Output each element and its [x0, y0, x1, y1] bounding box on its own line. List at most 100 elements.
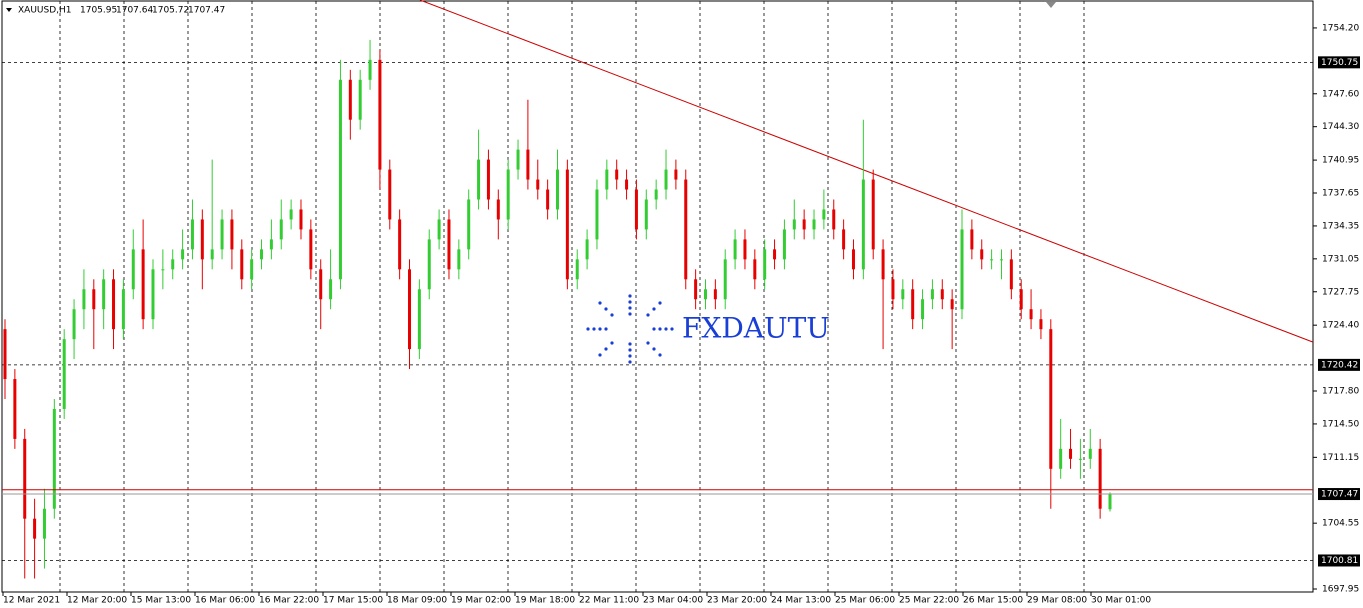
header-value: 1705.95	[80, 6, 117, 16]
candle-body	[3, 329, 7, 380]
price-label-box	[1318, 488, 1360, 501]
candle-body	[338, 79, 342, 280]
candle-body	[398, 219, 402, 270]
candle-body	[812, 219, 816, 230]
candle-body	[842, 229, 846, 250]
candle-body	[802, 219, 806, 230]
candle-body	[615, 169, 619, 180]
watermark-icon	[586, 294, 674, 364]
y-tick-label: 1717.80	[1322, 387, 1359, 397]
candle-body	[348, 79, 352, 120]
candle-body	[822, 209, 826, 220]
candle-body	[950, 299, 954, 310]
candle-body	[23, 438, 27, 519]
candle-body	[526, 149, 530, 180]
candle-body	[871, 179, 875, 250]
candle-body	[1069, 448, 1073, 459]
candle-body	[467, 199, 471, 250]
candle-body	[457, 249, 461, 270]
candle-body	[151, 269, 155, 320]
x-tick-label: 19 Mar 02:00	[451, 596, 511, 606]
candle-body	[289, 209, 293, 220]
level-label: 1750.75	[1321, 58, 1358, 68]
candle-body	[891, 279, 895, 300]
candle-body	[181, 249, 185, 260]
candle-body	[427, 239, 431, 290]
candle-body	[447, 219, 451, 270]
candle-body	[250, 259, 254, 280]
candle-body	[940, 289, 944, 300]
candle-body	[82, 289, 86, 310]
candle-body	[92, 289, 96, 310]
candle-body	[901, 289, 905, 300]
candle-body	[1059, 448, 1063, 469]
candle-body	[1088, 448, 1092, 459]
level-label-box	[1318, 358, 1360, 371]
candle-body	[694, 279, 698, 300]
x-tick-label: 24 Mar 13:00	[771, 596, 831, 606]
candle-body	[506, 169, 510, 220]
candle-body	[832, 209, 836, 230]
candle-body	[999, 259, 1003, 261]
candle-body	[141, 249, 145, 320]
candle-body	[260, 249, 264, 260]
x-tick-label: 26 Mar 15:00	[963, 596, 1023, 606]
candle-body	[851, 249, 855, 270]
header-value: 1707.47	[188, 6, 225, 16]
candle-body	[200, 219, 204, 260]
level-label-box	[1318, 554, 1360, 567]
candle-body	[585, 239, 589, 260]
candle-body	[930, 289, 934, 300]
candle-body	[565, 169, 569, 280]
candle-body	[970, 229, 974, 250]
candle-body	[634, 189, 638, 230]
candle-body	[210, 249, 214, 260]
x-tick-label: 22 Mar 11:00	[579, 596, 639, 606]
level-label: 1720.42	[1321, 360, 1358, 370]
candle-body	[121, 289, 125, 330]
candle-body	[42, 508, 46, 539]
candle-body	[279, 219, 283, 240]
x-tick-label: 12 Mar 2021	[3, 596, 60, 606]
candle-body	[62, 339, 66, 409]
candle-body	[595, 189, 599, 240]
candle-body	[644, 199, 648, 230]
y-tick-label: 1714.50	[1322, 419, 1359, 429]
y-tick-label: 1727.75	[1322, 287, 1359, 297]
x-tick-label: 29 Mar 08:00	[1027, 596, 1087, 606]
candle-body	[417, 289, 421, 350]
candle-body	[763, 249, 767, 280]
candle-body	[1039, 319, 1043, 330]
candle-body	[773, 249, 777, 260]
candle-body	[112, 279, 116, 330]
x-tick-label: 16 Mar 06:00	[195, 596, 255, 606]
y-tick-label: 1747.60	[1322, 89, 1359, 99]
x-tick-label: 25 Mar 22:00	[899, 596, 959, 606]
symbol: XAUUSD,H1	[18, 6, 72, 16]
candle-body	[378, 59, 382, 170]
candle-body	[546, 189, 550, 210]
candle-body	[240, 249, 244, 280]
candle-body	[72, 309, 76, 340]
candle-body	[960, 229, 964, 310]
candle-body	[477, 159, 481, 200]
trendline	[419, 0, 1314, 343]
y-tick-label: 1734.35	[1322, 221, 1359, 231]
candle-body	[368, 59, 372, 80]
y-tick-label: 1740.95	[1322, 156, 1359, 166]
candle-body	[792, 219, 796, 230]
y-tick-label: 1697.95	[1322, 585, 1359, 595]
y-tick-label: 1737.65	[1322, 189, 1359, 199]
candle-body	[703, 289, 707, 300]
x-tick-label: 17 Mar 15:00	[323, 596, 383, 606]
candle-body	[536, 179, 540, 190]
header-value: 1705.72	[152, 6, 189, 16]
candle-body	[1098, 448, 1102, 509]
candle-body	[625, 179, 629, 190]
candle-body	[1049, 329, 1053, 469]
x-tick-label: 30 Mar 01:00	[1091, 596, 1151, 606]
y-tick-label: 1731.05	[1322, 254, 1359, 264]
candle-body	[575, 259, 579, 280]
candle-body	[1078, 458, 1082, 460]
level-label: 1700.81	[1321, 556, 1358, 566]
